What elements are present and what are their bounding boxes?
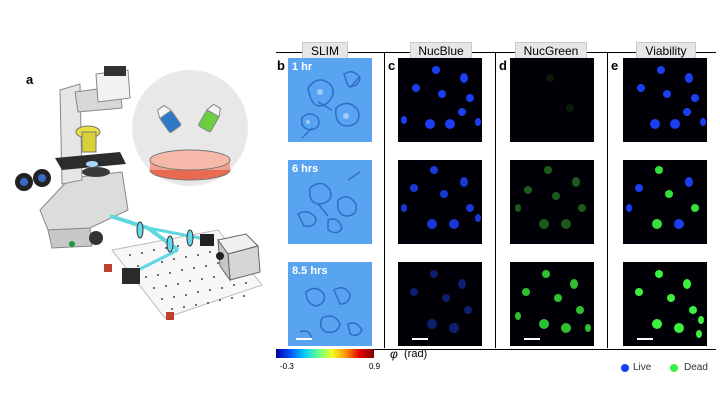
legend-live-label: Live: [633, 362, 652, 373]
slim-image-6hrs: 6 hrs: [288, 160, 372, 244]
scale-bar: [524, 338, 540, 340]
phase-colorbar: [276, 349, 374, 358]
optical-path: [104, 214, 214, 320]
colorbar-unit: (rad): [404, 348, 428, 360]
slim-image-1hr: 1 hr: [288, 58, 372, 142]
nuclei-overlay: [637, 66, 706, 129]
nucblue-image-6hrs: [398, 160, 482, 244]
viability-image-1hr: [623, 58, 707, 142]
nuclei-overlay: [626, 166, 699, 229]
microscope-setup-illustration: [15, 66, 263, 320]
nuclei-green: [546, 74, 574, 112]
nucblue-dropper-icon: [157, 104, 182, 133]
panel-c-label: c: [388, 58, 396, 73]
scale-bar: [296, 338, 312, 340]
nuclei-blue: [401, 66, 481, 129]
column-divider: [495, 52, 496, 348]
cell-phase-texture: [299, 287, 363, 339]
scale-bar: [412, 338, 428, 340]
nucgreen-image-1hr: [510, 58, 594, 142]
column-divider: [384, 52, 385, 348]
panel-a-label: a: [26, 72, 34, 87]
cell-phase-texture: [300, 71, 361, 139]
panel-e-label: e: [611, 58, 619, 73]
nucblue-image-1hr: [398, 58, 482, 142]
nucblue-image-8-5hrs: [398, 262, 482, 346]
legend-live-marker: [621, 364, 629, 372]
camera: [216, 233, 261, 282]
colorbar-symbol: φ: [390, 347, 398, 361]
scale-bar: [637, 338, 653, 340]
nucgreen-dropper-icon: [198, 103, 222, 133]
colorbar-max-label: 0.9: [369, 362, 381, 371]
slim-image-8-5hrs: 8.5 hrs: [288, 262, 372, 346]
panel-b-label: b: [277, 58, 285, 73]
nucgreen-image-8-5hrs: [510, 262, 594, 346]
legend-dead-marker: [670, 364, 678, 372]
time-label-1hr: 1 hr: [292, 61, 313, 73]
colorbar-min-label: -0.3: [280, 362, 294, 371]
nuclei-blue: [410, 270, 472, 333]
time-label-8-5hrs: 8.5 hrs: [292, 265, 328, 277]
viability-image-8-5hrs: [623, 262, 707, 346]
nuclei-green: [515, 270, 591, 333]
panel-d-label: d: [499, 58, 507, 73]
time-label-6hrs: 6 hrs: [292, 163, 319, 175]
image-grid-frame: [276, 52, 716, 350]
petri-dish-icon: [149, 149, 231, 181]
nucgreen-image-6hrs: [510, 160, 594, 244]
header-nucgreen: NucGreen: [515, 42, 587, 60]
viability-image-6hrs: [623, 160, 707, 244]
microscope-body: [15, 66, 131, 249]
cell-phase-texture: [297, 171, 361, 234]
reagent-inset: [132, 70, 248, 186]
column-divider: [607, 52, 608, 348]
nuclei-green: [515, 166, 586, 229]
legend-dead-label: Dead: [684, 362, 708, 373]
nuclei-blue: [401, 166, 481, 229]
nuclei-overlay: [635, 270, 704, 338]
